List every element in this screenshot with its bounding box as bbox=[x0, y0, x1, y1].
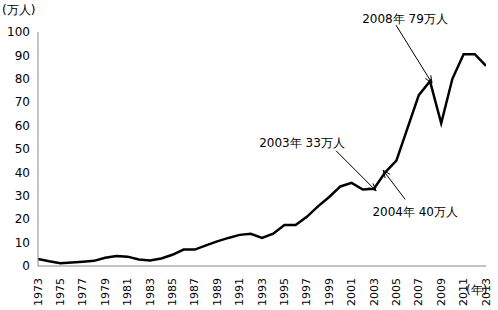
svg-text:30: 30 bbox=[15, 189, 30, 203]
svg-text:100: 100 bbox=[8, 25, 30, 39]
svg-text:1977: 1977 bbox=[76, 278, 89, 306]
svg-text:80: 80 bbox=[15, 72, 30, 86]
svg-text:1993: 1993 bbox=[256, 278, 269, 306]
svg-text:2011: 2011 bbox=[457, 278, 471, 306]
svg-text:1997: 1997 bbox=[300, 278, 313, 306]
svg-text:50: 50 bbox=[15, 142, 30, 156]
svg-text:1981: 1981 bbox=[121, 278, 134, 306]
svg-text:1983: 1983 bbox=[144, 278, 157, 306]
svg-text:2003: 2003 bbox=[368, 278, 381, 306]
svg-text:2001: 2001 bbox=[345, 278, 358, 306]
svg-text:2004年 40万人: 2004年 40万人 bbox=[372, 205, 458, 219]
svg-text:2003年 33万人: 2003年 33万人 bbox=[259, 136, 345, 150]
svg-text:0: 0 bbox=[22, 259, 30, 273]
svg-text:60: 60 bbox=[15, 119, 30, 133]
html-text:(年): (年) bbox=[466, 283, 488, 297]
svg-text:90: 90 bbox=[15, 49, 30, 63]
svg-text:2009: 2009 bbox=[435, 278, 448, 306]
svg-text:1991: 1991 bbox=[233, 278, 246, 306]
svg-text:10: 10 bbox=[15, 236, 30, 250]
svg-text:1973: 1973 bbox=[32, 278, 45, 306]
svg-text:40: 40 bbox=[15, 166, 30, 180]
svg-text:2005: 2005 bbox=[390, 278, 403, 306]
svg-text:2008年 79万人: 2008年 79万人 bbox=[362, 12, 448, 26]
svg-text:1987: 1987 bbox=[188, 278, 201, 306]
svg-text:2007: 2007 bbox=[412, 278, 425, 306]
svg-text:1989: 1989 bbox=[211, 278, 224, 306]
svg-text:1999: 1999 bbox=[323, 278, 336, 306]
svg-text:20: 20 bbox=[15, 212, 30, 226]
svg-text:1995: 1995 bbox=[278, 278, 291, 306]
svg-text:1985: 1985 bbox=[166, 278, 179, 306]
svg-text:1975: 1975 bbox=[54, 278, 67, 306]
svg-text:1979: 1979 bbox=[99, 278, 112, 306]
svg-text:70: 70 bbox=[15, 95, 30, 109]
html-text:(万人): (万人) bbox=[2, 3, 36, 17]
